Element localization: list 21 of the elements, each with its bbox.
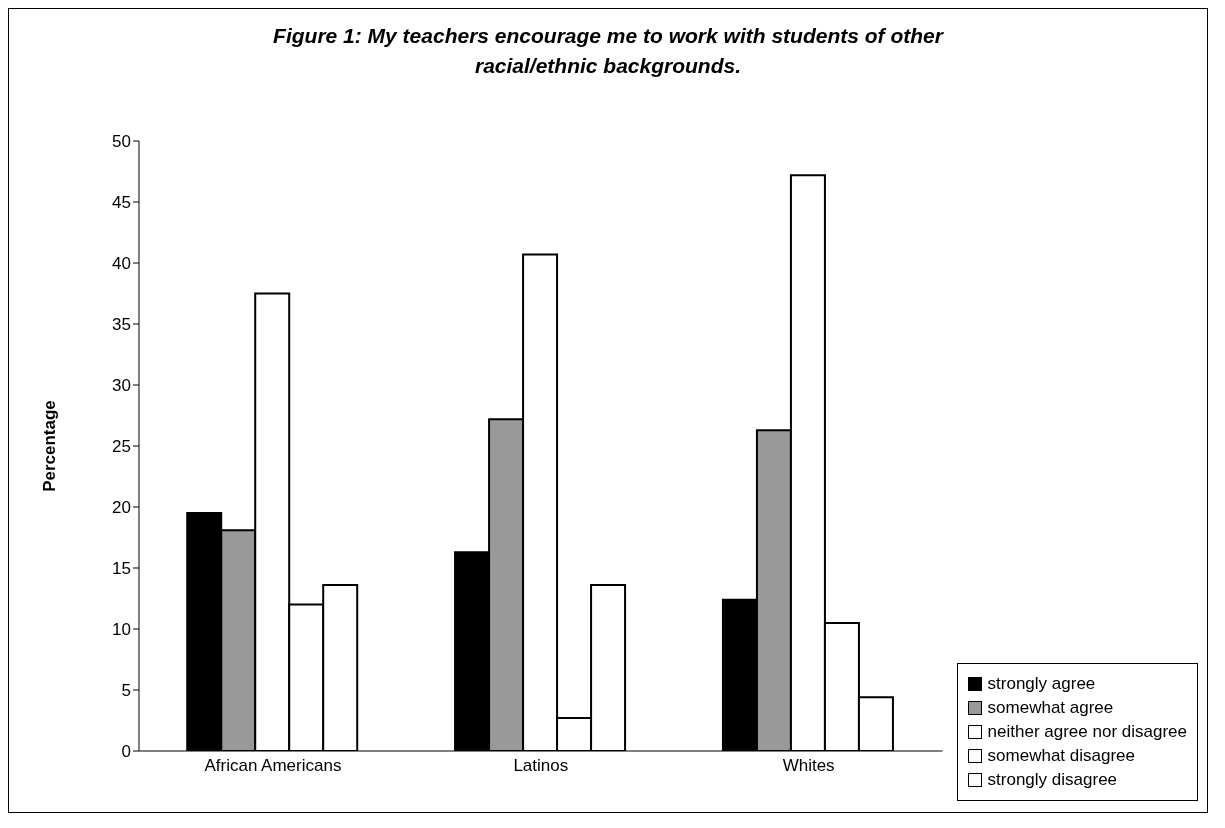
legend-label: somewhat disagree <box>987 746 1135 766</box>
y-tick-label: 45 <box>112 193 131 213</box>
chart-title: Figure 1: My teachers encourage me to work with students of other racial/ethnic backgrounds. <box>272 23 945 79</box>
legend-label: strongly disagree <box>987 770 1118 790</box>
legend-label: strongly agree <box>987 674 1096 694</box>
y-tick-label: 40 <box>112 254 131 274</box>
y-tick-label: 20 <box>112 498 131 518</box>
y-tick-label: 10 <box>112 620 131 640</box>
y-tick-label: 0 <box>121 742 131 762</box>
y-tick-label: 50 <box>112 132 131 152</box>
y-tick-label: 35 <box>112 315 131 335</box>
y-tick-label: 15 <box>112 559 131 579</box>
y-axis-title: Percentage <box>40 400 60 492</box>
y-tick-label: 25 <box>112 437 131 457</box>
x-tick-label: African Americans <box>204 756 342 776</box>
x-tick-label: Latinos <box>513 756 569 776</box>
legend-label: neither agree nor disagree <box>987 722 1187 742</box>
x-tick-label: Whites <box>782 756 835 776</box>
y-tick-label: 5 <box>121 681 131 701</box>
legend-label: somewhat agree <box>987 698 1114 718</box>
y-tick-label: 30 <box>112 376 131 396</box>
